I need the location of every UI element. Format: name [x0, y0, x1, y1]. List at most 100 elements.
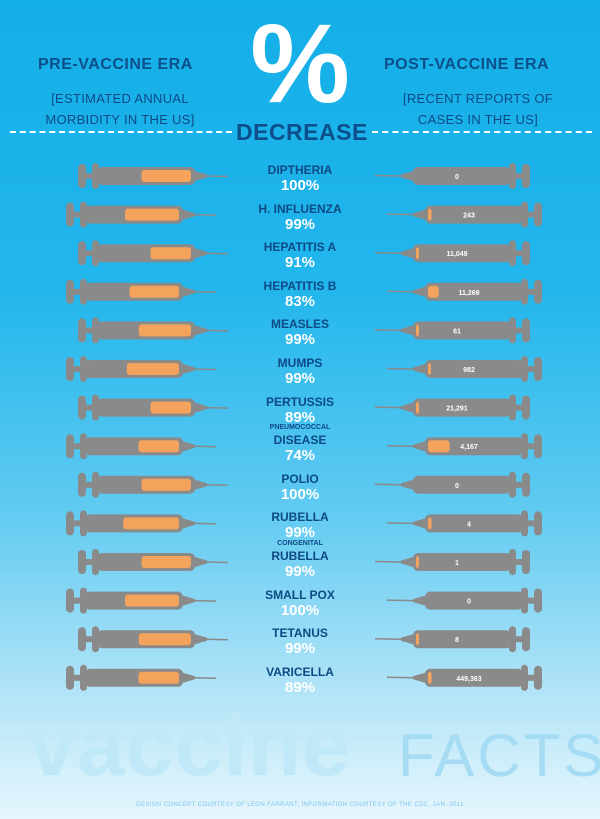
percent-decrease: 99% — [284, 215, 316, 233]
pre-syringe-needle — [206, 175, 229, 178]
post-syringe-hub — [401, 634, 413, 645]
pre-syringe-fill — [129, 285, 179, 298]
percent-decrease: 89% — [284, 408, 316, 426]
pre-vaccine-subtitle-line-1: [ESTIMATED ANNUAL — [51, 91, 189, 106]
disease-name: RUBELLA — [271, 549, 329, 563]
pre-syringe-plunger-cap — [66, 588, 74, 613]
pre-syringe-fill — [138, 440, 179, 453]
pre-syringe-needle — [206, 406, 229, 409]
recent-cases-label: 11,049 — [446, 251, 467, 258]
percent-decrease: 99% — [284, 331, 316, 349]
post-vaccine-subtitle: [RECENT REPORTS OF CASES IN THE US] — [398, 88, 558, 130]
recent-cases-label: 11,269 — [458, 290, 479, 297]
pre-syringe-hub — [195, 248, 207, 259]
pre-syringe-needle — [206, 561, 229, 564]
post-syringe-barrel — [425, 360, 523, 378]
post-syringe-hub — [413, 364, 425, 374]
post-syringe-plunger-cap — [522, 472, 530, 497]
post-syringe-flange — [521, 664, 528, 691]
disease-name: MEASLES — [270, 317, 329, 332]
pre-syringe-needle — [194, 291, 217, 294]
post-vaccine-subtitle-line-2: CASES IN THE US] — [417, 112, 539, 127]
recent-cases-label: 243 — [463, 213, 475, 220]
pre-syringe-plunger-cap — [78, 550, 86, 574]
post-syringe-fill — [416, 633, 419, 646]
pre-syringe-flange — [80, 201, 87, 228]
pre-syringe-needle — [194, 677, 217, 680]
post-syringe-fill — [416, 401, 419, 414]
vaccine-title: vaccine — [28, 698, 351, 794]
pre-syringe-hub — [195, 325, 207, 336]
post-syringe-hub — [401, 402, 413, 413]
disease-name: RUBELLA — [271, 510, 329, 525]
pre-syringe-fill — [141, 478, 191, 491]
post-syringe-hub — [413, 672, 425, 683]
post-syringe-hub — [401, 171, 413, 181]
post-syringe-flange — [509, 317, 516, 344]
recent-cases-label: 21,291 — [446, 406, 468, 413]
pre-syringe-hub — [195, 402, 207, 413]
disease-name: TETANUS — [272, 626, 328, 641]
post-syringe-plunger-cap — [534, 434, 542, 459]
post-syringe-needle — [374, 251, 402, 254]
post-syringe-needle — [386, 599, 414, 602]
post-syringe-flange — [521, 510, 528, 537]
recent-cases-label: 4 — [467, 521, 471, 528]
post-syringe-barrel — [425, 591, 523, 610]
post-syringe-hub — [413, 286, 425, 297]
percent-decrease: 91% — [284, 254, 316, 272]
pre-syringe-needle — [206, 329, 229, 332]
disease-name: DIPTHERIA — [267, 163, 333, 177]
post-syringe-flange — [509, 471, 516, 498]
pre-syringe-fill — [150, 247, 191, 260]
post-syringe-flange — [521, 433, 528, 460]
pre-syringe-needle — [194, 599, 217, 602]
pre-syringe-flange — [92, 240, 99, 267]
pre-syringe-hub — [195, 557, 207, 567]
recent-cases-label: 61 — [453, 328, 461, 335]
pre-syringe-flange — [80, 510, 87, 537]
pre-syringe-fill — [141, 556, 191, 568]
percent-decrease: 100% — [280, 177, 320, 194]
pre-syringe-hub — [183, 209, 195, 220]
post-syringe-plunger-cap — [534, 202, 542, 227]
pre-vaccine-subtitle-line-2: MORBIDITY IN THE US] — [45, 112, 195, 127]
post-syringe-needle — [386, 676, 414, 679]
post-syringe-fill — [428, 363, 431, 375]
post-syringe-plunger-cap — [522, 164, 530, 188]
recent-cases-label: 449,363 — [456, 676, 481, 683]
pre-syringe-flange — [80, 664, 87, 691]
post-vaccine-title: POST-VACCINE ERA — [384, 56, 550, 73]
post-syringe-fill — [428, 208, 432, 221]
post-syringe-needle — [374, 637, 402, 640]
pre-syringe-needle — [206, 484, 229, 487]
pre-syringe-hub — [195, 634, 207, 645]
post-syringe-needle — [386, 444, 414, 447]
post-syringe-barrel — [425, 437, 523, 456]
post-syringe-fill — [428, 517, 432, 530]
post-syringe-fill — [428, 671, 432, 684]
pre-syringe-needle — [206, 638, 229, 641]
post-syringe-barrel — [413, 475, 511, 494]
pre-syringe-flange — [80, 356, 87, 382]
facts-title: FACTS — [398, 722, 600, 789]
pre-syringe-plunger-cap — [66, 511, 74, 536]
pre-syringe-hub — [183, 595, 195, 606]
pre-syringe-plunger-cap — [78, 395, 86, 420]
post-syringe-barrel — [413, 398, 511, 417]
post-syringe-flange — [521, 201, 528, 228]
pre-syringe-fill — [123, 517, 179, 530]
pre-syringe-fill — [138, 671, 179, 684]
percent-decrease: 100% — [280, 601, 320, 619]
disease-name: SMALL POX — [265, 587, 335, 602]
post-syringe-barrel — [413, 167, 511, 185]
post-syringe-fill — [416, 324, 419, 337]
post-syringe-fill — [416, 247, 419, 260]
post-syringe-plunger-cap — [522, 627, 530, 652]
pre-syringe-fill — [138, 324, 191, 337]
pre-syringe-plunger-cap — [78, 472, 86, 497]
decrease-label: DECREASE — [236, 119, 368, 145]
post-syringe-needle — [374, 483, 402, 486]
